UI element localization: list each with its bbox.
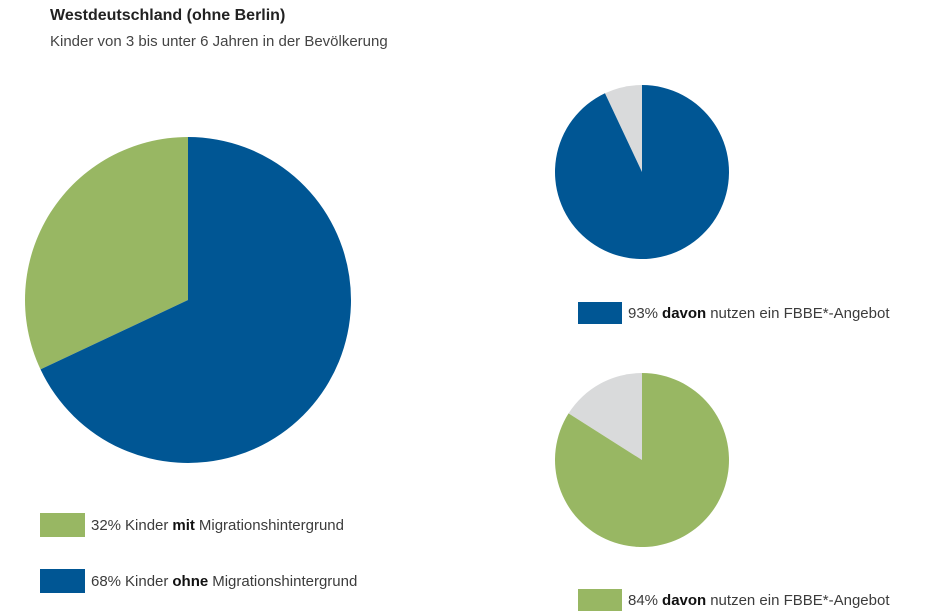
legend-text: Kinder [125, 572, 169, 590]
chart-subtitle: Kinder von 3 bis unter 6 Jahren in der B… [50, 33, 388, 50]
legend-item: 32% Kinder mit Migrationshintergrund [40, 513, 348, 537]
legend-value: 93% [628, 304, 659, 322]
legend-text: nutzen ein FBBE*-Angebot [710, 591, 890, 609]
pie-slice [40, 137, 352, 463]
legend-item: 93% davon nutzen ein FBBE*-Angebot [578, 302, 894, 324]
legend-value: 84% [628, 591, 659, 609]
legend-swatch [40, 513, 85, 537]
legend-swatch [578, 589, 622, 611]
chart-title: Westdeutschland (ohne Berlin) [50, 7, 286, 24]
legend-value: 32% [91, 516, 122, 534]
legend-text: davon [662, 591, 707, 609]
legend-text: mit [172, 516, 195, 534]
pie-slice [554, 373, 729, 547]
legend-item: 68% Kinder ohne Migrationshintergrund [40, 569, 361, 593]
legend-swatch [578, 302, 622, 324]
pie-slice [555, 85, 730, 259]
legend-text: Migrationshintergrund [198, 516, 344, 534]
legend-text: nutzen ein FBBE*-Angebot [710, 304, 890, 322]
pie-slice [568, 373, 642, 460]
legend-text: ohne [172, 572, 209, 590]
legend-swatch [40, 569, 85, 593]
legend-text: davon [662, 304, 707, 322]
legend-item: 84% davon nutzen ein FBBE*-Angebot [578, 589, 894, 611]
legend-text: Migrationshintergrund [212, 572, 358, 590]
pie-slice [24, 137, 189, 370]
legend-text: Kinder [125, 516, 169, 534]
legend-value: 68% [91, 572, 122, 590]
pie-slice [604, 85, 642, 172]
